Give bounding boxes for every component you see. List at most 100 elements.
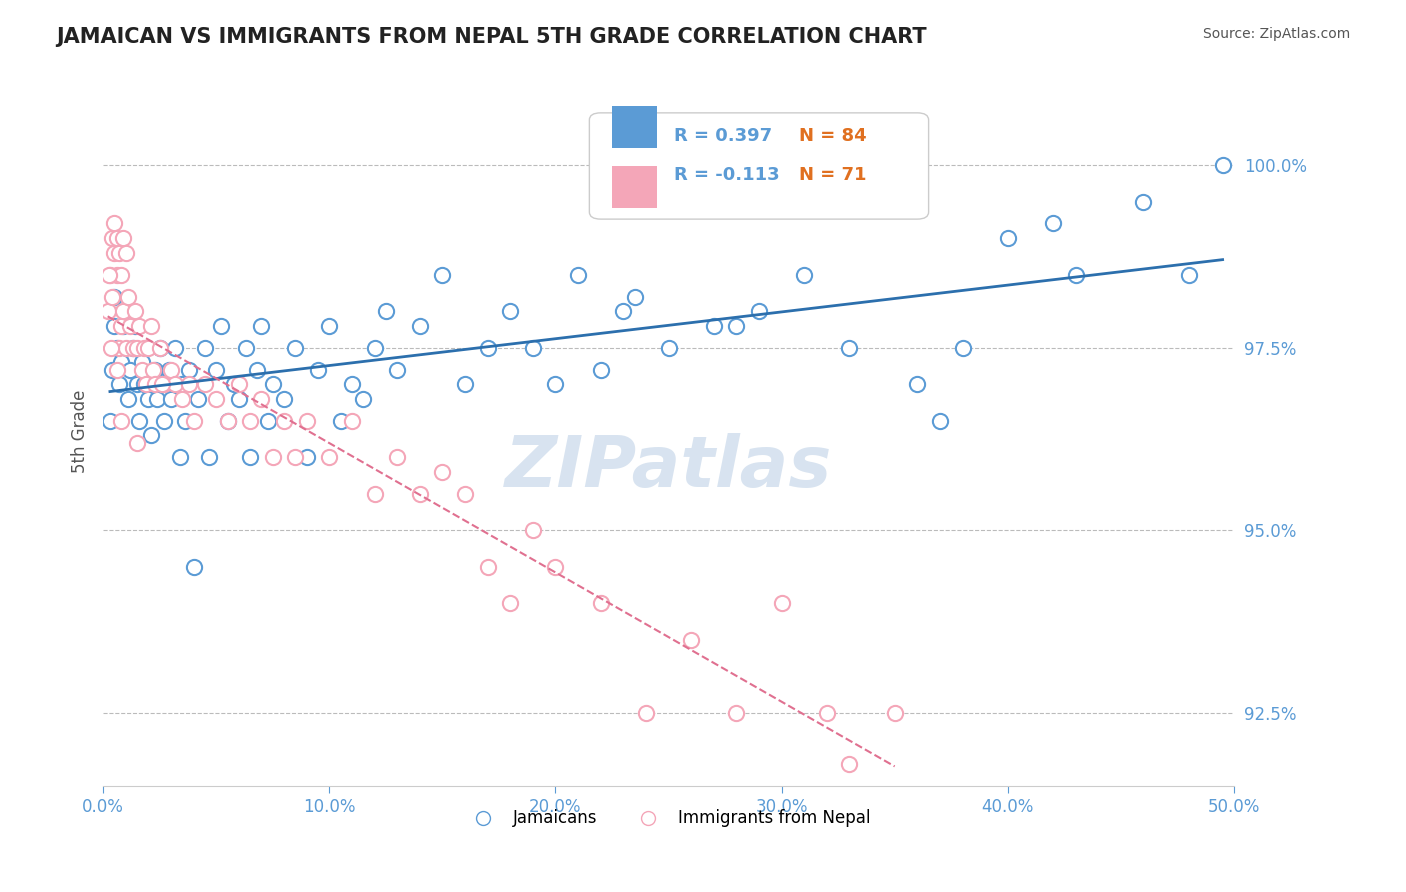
Point xyxy=(499,304,522,318)
Point xyxy=(883,706,905,720)
Point xyxy=(477,341,499,355)
Point xyxy=(150,377,173,392)
Point xyxy=(110,268,132,282)
Point xyxy=(97,304,120,318)
Point xyxy=(187,392,209,406)
Y-axis label: 5th Grade: 5th Grade xyxy=(72,390,89,474)
Point xyxy=(105,362,128,376)
Point xyxy=(224,377,246,392)
Point xyxy=(173,414,195,428)
Point xyxy=(149,341,172,355)
Point xyxy=(374,304,396,318)
Point xyxy=(165,377,187,392)
Point xyxy=(100,341,122,355)
Point xyxy=(142,377,165,392)
Point xyxy=(114,245,136,260)
Text: N = 71: N = 71 xyxy=(799,166,866,184)
Point xyxy=(522,523,544,537)
Point xyxy=(262,450,284,465)
Point xyxy=(198,450,221,465)
Point xyxy=(432,268,454,282)
Point xyxy=(363,341,385,355)
Point xyxy=(105,341,128,355)
Point xyxy=(838,341,860,355)
Point xyxy=(235,341,257,355)
Point xyxy=(138,392,160,406)
Point xyxy=(307,362,329,376)
Point xyxy=(284,341,307,355)
Point xyxy=(770,596,793,610)
Point xyxy=(589,362,612,376)
Point xyxy=(165,341,187,355)
Point xyxy=(454,377,477,392)
Point xyxy=(101,362,124,376)
Point xyxy=(139,428,162,442)
Point xyxy=(725,706,748,720)
Point xyxy=(114,341,136,355)
Point xyxy=(385,450,408,465)
Point xyxy=(454,486,477,500)
Point xyxy=(132,377,155,392)
Point xyxy=(295,450,318,465)
Text: R = 0.397: R = 0.397 xyxy=(675,127,772,145)
Point xyxy=(239,414,262,428)
Point xyxy=(128,414,150,428)
Point xyxy=(228,392,250,406)
Point xyxy=(1212,158,1234,172)
Point xyxy=(1042,217,1064,231)
Point xyxy=(318,450,340,465)
Point xyxy=(612,304,634,318)
Point xyxy=(110,355,132,369)
Point xyxy=(112,304,135,318)
Point xyxy=(150,377,173,392)
Point xyxy=(273,392,295,406)
Point xyxy=(815,706,838,720)
Point xyxy=(177,362,200,376)
Point xyxy=(477,559,499,574)
Point xyxy=(262,377,284,392)
Point xyxy=(329,414,352,428)
Point xyxy=(160,362,183,376)
Point xyxy=(1132,194,1154,209)
Text: ZIPatlas: ZIPatlas xyxy=(505,433,832,501)
Point xyxy=(153,414,176,428)
Point xyxy=(146,392,169,406)
Point xyxy=(194,377,217,392)
Text: Source: ZipAtlas.com: Source: ZipAtlas.com xyxy=(1202,27,1350,41)
Point xyxy=(239,450,262,465)
Point xyxy=(121,341,143,355)
Point xyxy=(246,362,269,376)
Point xyxy=(340,377,363,392)
Point xyxy=(205,392,228,406)
Point xyxy=(112,231,135,245)
Point xyxy=(409,486,432,500)
Point xyxy=(135,377,157,392)
Point xyxy=(97,268,120,282)
Point xyxy=(139,318,162,333)
Point xyxy=(250,392,273,406)
Point xyxy=(623,289,645,303)
Point xyxy=(142,362,165,376)
Point xyxy=(217,414,239,428)
Point xyxy=(217,414,239,428)
Point xyxy=(149,341,172,355)
FancyBboxPatch shape xyxy=(612,106,657,148)
Point xyxy=(125,341,148,355)
FancyBboxPatch shape xyxy=(589,113,928,219)
Point xyxy=(114,304,136,318)
Point xyxy=(105,268,128,282)
Point xyxy=(522,341,544,355)
Point xyxy=(284,450,307,465)
Point xyxy=(567,268,589,282)
Point xyxy=(160,392,183,406)
Point xyxy=(169,450,191,465)
Text: R = -0.113: R = -0.113 xyxy=(675,166,780,184)
Text: N = 84: N = 84 xyxy=(799,127,866,145)
Point xyxy=(183,559,205,574)
Point xyxy=(125,435,148,450)
Text: JAMAICAN VS IMMIGRANTS FROM NEPAL 5TH GRADE CORRELATION CHART: JAMAICAN VS IMMIGRANTS FROM NEPAL 5TH GR… xyxy=(56,27,927,46)
Point xyxy=(131,355,153,369)
Point xyxy=(681,632,703,647)
Point xyxy=(997,231,1019,245)
Point xyxy=(131,362,153,376)
